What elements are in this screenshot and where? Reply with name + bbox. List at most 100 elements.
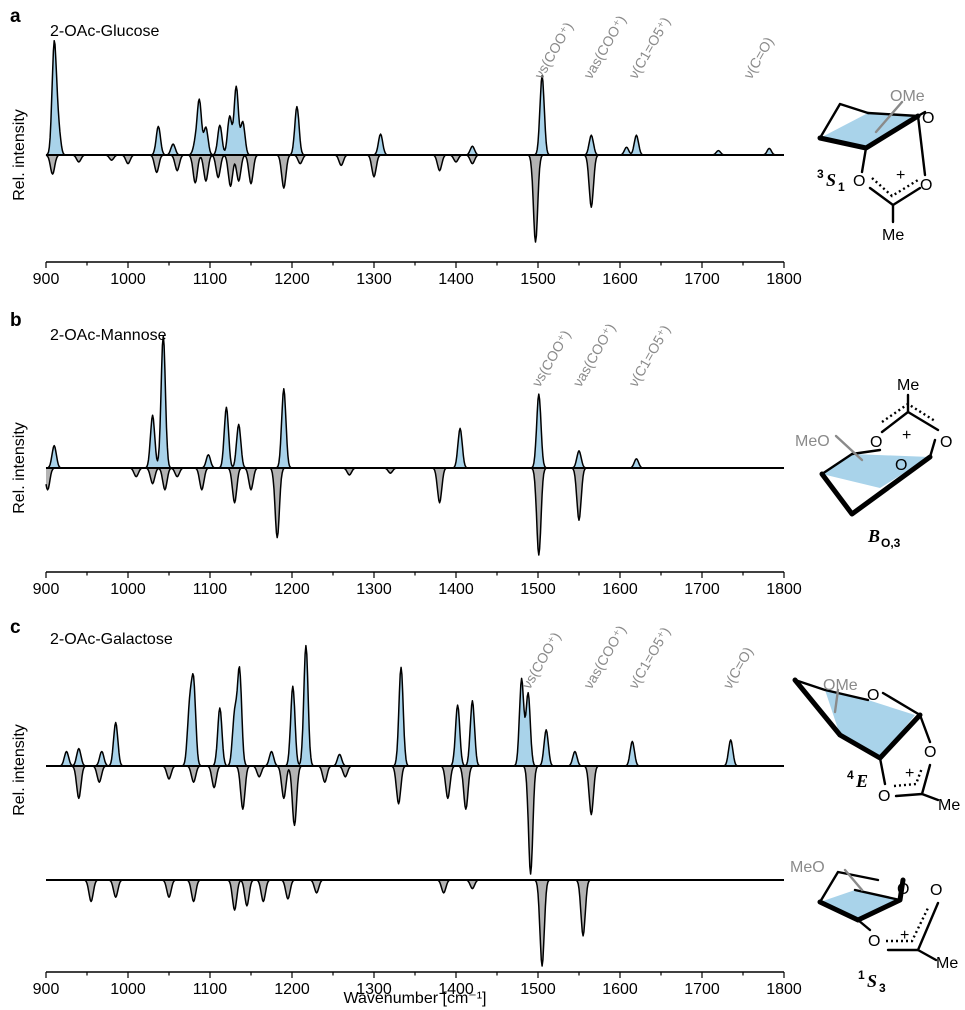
panel-c-calculated-1S3-fill [46,880,784,966]
mol-a-plus: + [896,167,905,184]
mol-a-ome: OMe [890,88,925,105]
panel-b-annotation: νs(COO⁺) [528,327,573,389]
mol-b-me: Me [897,377,919,394]
panel-c-annotation: ν(C1=O5⁺) [625,624,673,691]
molecule-mannose-BO3: MeO O O O + Me B O,3 [795,377,952,550]
mol-c2-plus: + [900,927,909,944]
panel-a-spectrum [45,39,784,243]
panel-a-tick-label: 1500 [520,271,556,288]
panel-c-tick-label: 1300 [356,981,392,998]
panel-c-spectrum-1S3 [46,879,784,967]
panel-b-tick-label: 1100 [193,581,228,598]
panel-c-annotation: ν(C=O) [719,644,756,691]
mol-a-o-right: O [920,177,932,194]
panel-a: a 2-OAc-Glucose Rel. intensity νs(COO⁺) ν… [10,6,802,288]
panel-b-ylabel: Rel. intensity [11,422,28,514]
mol-a-conformer: S [826,170,836,190]
panel-c-experimental-line [46,644,784,767]
mol-c1-me: Me [938,797,960,814]
panel-c-tick-label: 1400 [438,981,474,998]
mol-c2-conformer-sup: 1 [858,968,865,982]
panel-c-experimental-fill [46,645,784,766]
panel-c-ylabel: Rel. intensity [11,724,28,816]
panel-b-tick-label: 1500 [520,581,556,598]
mol-c1-o-right: O [924,744,936,761]
panel-c-annotations: νs(COO⁺) νas(COO⁺)ν(C1=O5⁺) ν(C=O) [519,623,757,692]
panel-c-spectrum-4E [46,644,784,875]
panel-c-calculated-1S3-line [46,879,784,967]
mol-a-me: Me [882,227,904,244]
panel-b-annotations: νs(COO⁺)νas(COO⁺) ν(C1=O5⁺) [528,321,673,390]
panel-a-tick-label: 1000 [110,271,146,288]
panel-b-spectrum [45,335,784,556]
panel-c-letter: c [10,617,21,638]
panel-c-tick-label: 1100 [193,981,228,998]
molecule-glucose-3S1: OMe O O + O Me 3 S 1 [817,88,934,244]
mol-c1-conformer-sup: 4 [847,768,854,782]
panel-b-tick-label: 1600 [602,581,638,598]
panel-a-experimental-line [45,39,784,156]
panel-b-experimental-line [45,335,784,469]
panel-c-x-axis: 900 1000 1100 1200 1300 1400 1500 1600 1700 1800 [33,971,802,998]
panel-b-tick-label: 1400 [438,581,474,598]
mol-b-conformer-sub: O,3 [881,536,901,550]
mol-a-conformer-sup: 3 [817,167,824,181]
panel-a-annotation: ν(C=O) [740,34,777,81]
panel-a-annotation: νas(COO⁺) [580,13,629,82]
x-axis-label: Wavenumber [cm⁻¹] [344,990,487,1007]
panel-c-tick-label: 1500 [520,981,556,998]
mol-c1-plus: + [905,765,914,782]
panel-b-tick-label: 900 [33,581,60,598]
mol-b-o-ring: O [895,457,907,474]
panel-a-calculated-fill [46,155,784,242]
panel-b-calculated-line [45,467,784,556]
panel-a-ylabel: Rel. intensity [11,109,28,201]
panel-a-x-axis: 900 1000 1100 1200 1300 1400 1500 1600 1700 1800 [33,261,802,288]
mol-c2-o-right: O [930,882,942,899]
mol-c2-o-bottom: O [868,933,880,950]
panel-c-tick-label: 1600 [602,981,638,998]
mol-c1-o-bottom: O [878,788,890,805]
panel-a-annotations: νs(COO⁺) νas(COO⁺)ν(C1=O5⁺) ν(C=O) [531,13,777,82]
mol-c1-ome: OMe [823,677,858,694]
mol-c1-conformer: E [855,771,868,791]
panel-a-tick-label: 1400 [438,271,474,288]
panel-a-tick-label: 1700 [684,271,720,288]
panel-b-annotation: ν(C1=O5⁺) [625,322,673,389]
mol-a-o-ring: O [922,110,934,127]
panel-c-title: 2-OAc-Galactose [50,631,173,648]
panel-b-tick-label: 1200 [274,581,310,598]
panel-b: b 2-OAc-Mannose Rel. intensity νs(COO⁺)ν… [10,310,802,598]
panel-c-tick-label: 1000 [110,981,146,998]
molecule-galactose-1S3: MeO O O + O Me 1 S 3 [790,859,958,995]
panel-b-tick-label: 1300 [356,581,392,598]
panel-c-calculated-4E-line [46,765,784,875]
panel-a-experimental-fill [46,40,784,156]
panel-a-title: 2-OAc-Glucose [50,23,159,40]
panel-a-letter: a [10,6,21,27]
panel-c-tick-label: 900 [33,981,60,998]
panel-a-tick-label: 1300 [356,271,392,288]
mol-c2-meo: MeO [790,859,825,876]
panel-c-tick-label: 1700 [684,981,720,998]
panel-a-tick-label: 1600 [602,271,638,288]
mol-a-o-left: O [853,173,865,190]
mol-b-o-left: O [870,434,882,451]
panel-b-experimental-fill [46,336,784,468]
panel-a-tick-label: 1800 [766,271,802,288]
mol-c2-conformer-sub: 3 [879,981,886,995]
mol-c2-me: Me [936,955,958,972]
panel-a-tick-label: 1100 [193,271,228,288]
mol-c2-o-ring: O [897,881,909,898]
panel-c-calculated-4E-fill [46,766,784,874]
mol-b-conformer: B [867,526,880,546]
panel-b-tick-label: 1000 [110,581,146,598]
molecule-galactose-4E: OMe O O + O Me 4 E [792,677,960,814]
panel-b-letter: b [10,310,22,331]
panel-b-x-axis: 900 1000 1100 1200 1300 1400 1500 1600 1700 1800 [33,571,802,598]
panel-c-tick-label: 1800 [766,981,802,998]
mol-c1-o-ring: O [867,687,879,704]
panel-b-tick-label: 1800 [766,581,802,598]
panel-a-tick-label: 900 [33,271,60,288]
